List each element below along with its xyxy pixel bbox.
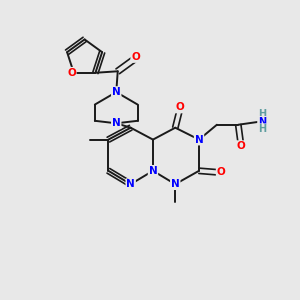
Text: O: O [131,52,140,62]
Text: N: N [195,135,203,145]
Text: N: N [112,118,121,128]
Text: N: N [171,179,180,189]
Text: N: N [112,87,121,97]
Text: O: O [175,103,184,112]
Text: N: N [126,179,135,189]
Text: N: N [148,166,157,176]
Text: O: O [217,167,225,177]
Text: H: H [258,109,266,119]
Text: H: H [258,124,266,134]
Text: N: N [258,117,266,127]
Text: O: O [67,68,76,78]
Text: O: O [236,141,245,151]
